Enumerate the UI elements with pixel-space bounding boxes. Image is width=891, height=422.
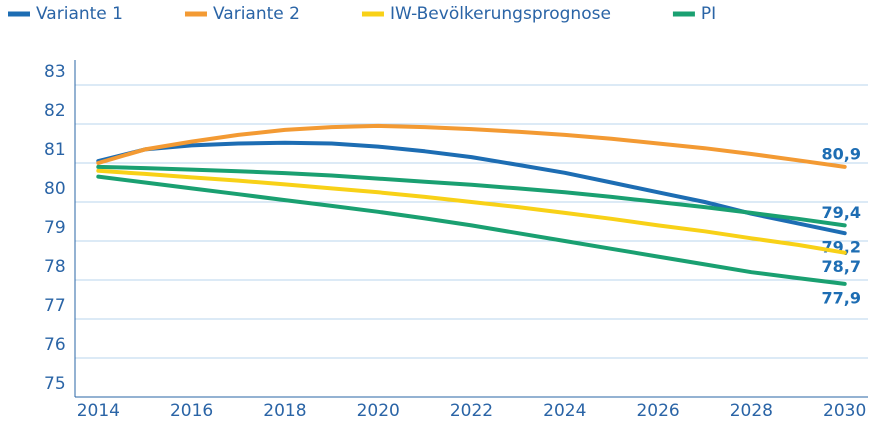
x-tick-label: 2022 xyxy=(450,401,493,421)
series-line xyxy=(96,174,847,286)
y-tick-label: 79 xyxy=(44,218,66,238)
legend-label: Variante 2 xyxy=(213,4,300,24)
value-label: 79,4 xyxy=(822,203,861,222)
value-label: 77,9 xyxy=(822,288,861,307)
y-tick-label: 77 xyxy=(44,296,66,316)
series-line xyxy=(96,168,847,255)
y-tick-label: 78 xyxy=(44,257,66,277)
legend-label: Variante 1 xyxy=(36,4,123,24)
x-tick-label: 2030 xyxy=(823,401,866,421)
value-label: 80,9 xyxy=(822,144,861,163)
legend-label: PI xyxy=(701,4,716,24)
y-tick-label: 76 xyxy=(44,335,66,355)
x-tick-label: 2014 xyxy=(77,401,120,421)
value-label: 78,7 xyxy=(822,257,861,276)
y-tick-label: 81 xyxy=(44,140,66,160)
legend-label: IW-Bevölkerungsprognose xyxy=(390,4,611,24)
x-tick-label: 2026 xyxy=(636,401,679,421)
x-tick-label: 2028 xyxy=(730,401,773,421)
y-tick-label: 83 xyxy=(44,62,66,82)
series-line xyxy=(96,164,847,228)
series-line xyxy=(96,123,847,169)
y-tick-label: 80 xyxy=(44,179,66,199)
x-tick-label: 2018 xyxy=(263,401,306,421)
y-tick-label: 82 xyxy=(44,101,66,121)
y-tick-label: 75 xyxy=(44,374,66,394)
x-tick-label: 2016 xyxy=(170,401,213,421)
x-tick-label: 2024 xyxy=(543,401,586,421)
series-line xyxy=(96,140,847,236)
x-tick-label: 2020 xyxy=(357,401,400,421)
